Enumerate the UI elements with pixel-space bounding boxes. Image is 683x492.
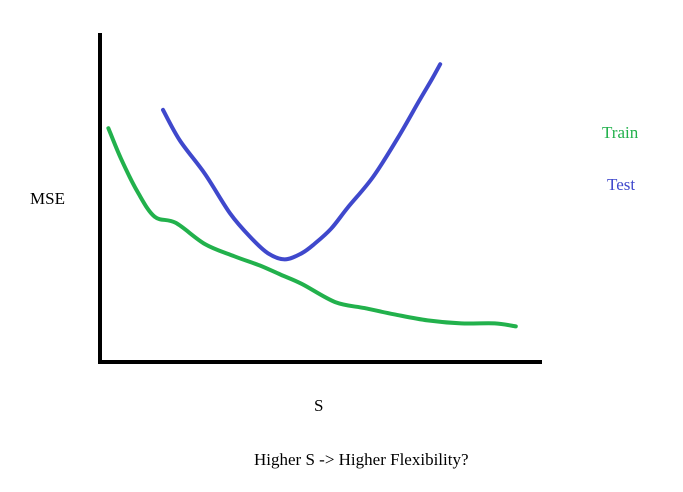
series-line-train: [106, 126, 518, 329]
x-axis-label: S: [314, 396, 323, 415]
legend-entry-train: Train: [602, 123, 639, 142]
series-layer: [106, 62, 518, 329]
legend-entry-test: Test: [607, 175, 635, 194]
y-axis-label: MSE: [30, 189, 65, 208]
chart-caption: Higher S -> Higher Flexibility?: [254, 450, 469, 469]
legend: Train Test: [602, 123, 639, 194]
axes: [98, 33, 542, 364]
series-line-test: [161, 62, 443, 262]
